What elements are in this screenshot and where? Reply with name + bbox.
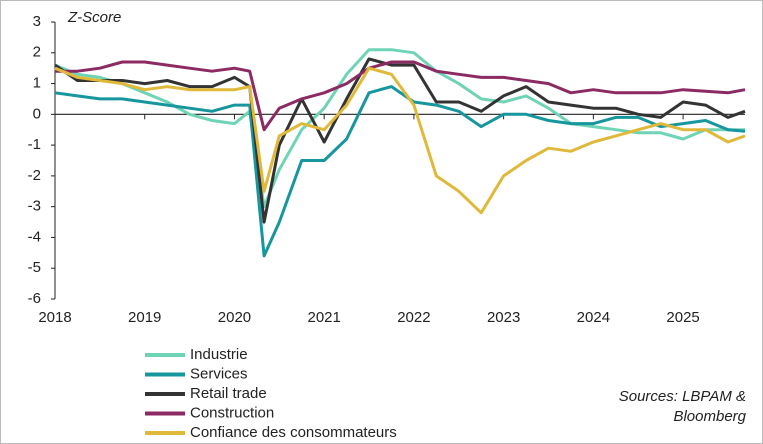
y-tick-label: -3: [28, 198, 41, 215]
x-tick-label: 2020: [218, 309, 251, 326]
legend-label: Industrie: [190, 346, 248, 363]
series-line: [54, 85, 746, 258]
y-tick-label: -1: [28, 136, 41, 153]
y-tick-label: 2: [33, 44, 41, 61]
legend-label: Confiance des consommateurs: [190, 424, 397, 441]
y-axis-label: Z-Score: [67, 9, 121, 26]
y-tick-label: 3: [33, 13, 41, 30]
y-tick-label: -4: [28, 228, 41, 245]
source: Sources: LBPAM &: [619, 388, 746, 405]
y-tick-label: 1: [33, 75, 41, 92]
y-tick-label: 0: [33, 105, 41, 122]
x-tick-label: 2022: [397, 309, 430, 326]
x-tick-label: 2025: [666, 309, 699, 326]
series-line: [54, 66, 746, 215]
y-tick-label: -2: [28, 167, 41, 184]
x-tick-label: 2018: [38, 309, 71, 326]
legend-label: Services: [190, 365, 248, 382]
y-tick-label: -5: [28, 259, 41, 276]
legend-label: Retail trade: [190, 385, 267, 402]
series-line: [54, 57, 746, 224]
y-tick-label: -6: [28, 290, 41, 307]
x-tick-label: 2024: [577, 309, 610, 326]
x-tick-label: 2023: [487, 309, 520, 326]
series-line: [55, 60, 746, 132]
legend-label: Construction: [190, 404, 274, 421]
x-tick-label: 2019: [128, 309, 161, 326]
x-tick-label: 2021: [307, 309, 340, 326]
source: Bloomberg: [673, 408, 746, 425]
